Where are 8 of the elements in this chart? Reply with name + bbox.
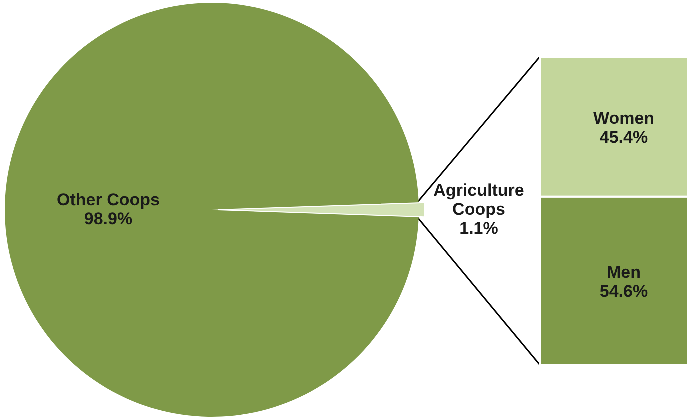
data-label: 1.1% [460,219,498,238]
data-label: 45.4% [600,128,648,147]
data-label: 54.6% [600,282,648,301]
data-label: 98.9% [84,210,133,228]
slice-label: Agriculture Coops [434,181,524,219]
series-label: Men [607,262,641,282]
slice-label: Other Coops [57,190,160,210]
series-label: Women [593,108,655,128]
